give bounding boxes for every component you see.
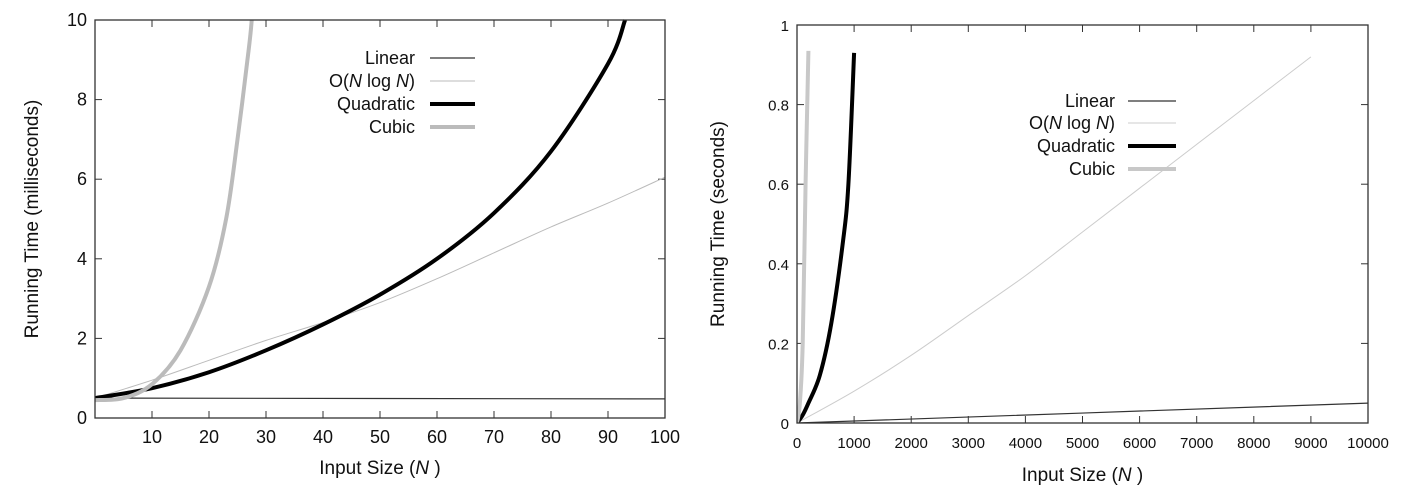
x-tick-label: 9000	[1294, 435, 1327, 452]
legend-label: Quadratic	[1037, 136, 1115, 156]
series-line-cubic	[797, 50, 811, 423]
x-axis-title: Input Size (N )	[319, 458, 440, 479]
y-tick-label: 0.2	[768, 336, 789, 353]
x-tick-label: 70	[484, 427, 504, 447]
series-line-linear	[797, 402, 1368, 423]
y-tick-label: 2	[77, 328, 87, 348]
x-tick-label: 0	[793, 435, 801, 452]
y-axis-title: Running Time (milliseconds)	[22, 100, 43, 339]
series-line-linear	[95, 397, 665, 400]
y-tick-label: 6	[77, 169, 87, 189]
x-tick-label: 10000	[1347, 435, 1389, 452]
x-tick-label: 80	[541, 427, 561, 447]
y-tick-label: 0.6	[768, 177, 789, 194]
y-tick-label: 0.4	[768, 257, 789, 274]
series-line-o-n-log-n	[95, 176, 665, 399]
y-tick-label: 0.8	[768, 98, 789, 115]
chart-2: 0 1000 2000 3000 4000 5000 6000 7000 8000 9000 100…	[708, 18, 1389, 486]
legend-label: Linear	[1065, 91, 1115, 111]
legend-label: Linear	[365, 48, 415, 68]
y-tick-label: 0	[781, 416, 789, 433]
x-axis-title: Input Size (N )	[1022, 465, 1143, 486]
legend-label: O(N log N)	[329, 71, 415, 91]
x-tick-label: 90	[598, 427, 618, 447]
x-tick-label: 2000	[895, 435, 928, 452]
series-line-quadratic	[95, 19, 627, 401]
x-tick-label: 50	[370, 427, 390, 447]
series-line-quadratic	[797, 52, 857, 423]
legend-label: Quadratic	[337, 94, 415, 114]
x-tick-label: 3000	[952, 435, 985, 452]
legend-label: Cubic	[1069, 159, 1115, 179]
x-tick-label: 30	[256, 427, 276, 447]
x-tick-label: 60	[427, 427, 447, 447]
legend-label: O(N log N)	[1029, 113, 1115, 133]
x-tick-label: 20	[199, 427, 219, 447]
legend-label: Cubic	[369, 117, 415, 137]
x-tick-label: 10	[142, 427, 162, 447]
y-axis-title: Running Time (seconds)	[708, 121, 729, 327]
y-tick-label: 10	[67, 10, 87, 30]
x-tick-label: 7000	[1180, 435, 1213, 452]
y-tick-label: 0	[77, 408, 87, 428]
y-tick-label: 4	[77, 249, 87, 269]
x-tick-label: 8000	[1237, 435, 1270, 452]
x-tick-label: 5000	[1066, 435, 1099, 452]
plot-frame	[94, 19, 666, 419]
y-tick-label: 8	[77, 90, 87, 110]
series-line-o-n-log-n	[797, 56, 1312, 423]
plot-frame	[796, 24, 1369, 424]
x-tick-label: 40	[313, 427, 333, 447]
x-tick-label: 6000	[1123, 435, 1156, 452]
x-tick-label: 1000	[837, 435, 870, 452]
x-tick-label: 4000	[1009, 435, 1042, 452]
series-line-cubic	[95, 19, 254, 403]
x-tick-label: 100	[650, 427, 680, 447]
chart-1: 10 20 30 40 50 60 70 80 90 100 0 2 4 6 8 10 Linear O(N lo…	[22, 10, 680, 479]
y-tick-label: 1	[781, 18, 789, 35]
